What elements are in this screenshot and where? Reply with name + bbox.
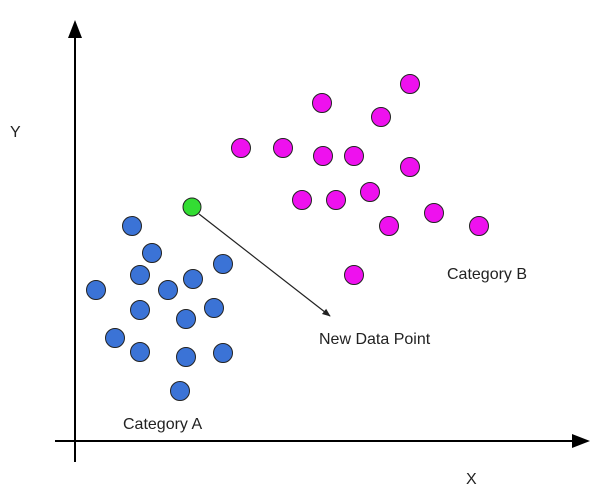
- y-axis-label: Y: [10, 124, 21, 141]
- category-b-point-3: [371, 107, 391, 127]
- category-b-point-5: [273, 138, 293, 158]
- category-a-point-12: [130, 342, 150, 362]
- new-point-label: New Data Point: [319, 331, 431, 348]
- category-b-point-9: [292, 190, 312, 210]
- new-data-point: [182, 197, 202, 217]
- category-b-point-4: [231, 138, 251, 158]
- category-a-point-8: [130, 300, 150, 320]
- category-a-label: Category A: [123, 416, 202, 433]
- category-b-point-7: [344, 146, 364, 166]
- category-a-point-11: [105, 328, 125, 348]
- category-a-point-10: [176, 309, 196, 329]
- category-b-label: Category B: [447, 266, 527, 283]
- category-b-point-10: [326, 190, 346, 210]
- category-b-point-1: [400, 74, 420, 94]
- category-b-point-15: [344, 265, 364, 285]
- category-b-point-12: [379, 216, 399, 236]
- category-b-point-11: [360, 182, 380, 202]
- category-a-point-3: [213, 254, 233, 274]
- category-a-point-4: [86, 280, 106, 300]
- category-a-point-9: [204, 298, 224, 318]
- category-a-point-6: [183, 269, 203, 289]
- category-b-point-14: [469, 216, 489, 236]
- category-a-point-14: [213, 343, 233, 363]
- category-b-points: [231, 74, 489, 285]
- category-b-point-8: [400, 157, 420, 177]
- x-axis-arrowhead: [572, 434, 590, 448]
- category-a-point-2: [142, 243, 162, 263]
- category-a-point-13: [176, 347, 196, 367]
- category-b-point-6: [313, 146, 333, 166]
- y-axis-arrowhead: [68, 20, 82, 38]
- new-point-arrow: [198, 213, 331, 317]
- category-a-point-7: [158, 280, 178, 300]
- category-b-point-13: [424, 203, 444, 223]
- category-b-point-2: [312, 93, 332, 113]
- category-a-point-15: [170, 381, 190, 401]
- category-a-point-1: [122, 216, 142, 236]
- category-a-points: [86, 216, 233, 401]
- category-a-point-5: [130, 265, 150, 285]
- x-axis-label: X: [466, 471, 477, 488]
